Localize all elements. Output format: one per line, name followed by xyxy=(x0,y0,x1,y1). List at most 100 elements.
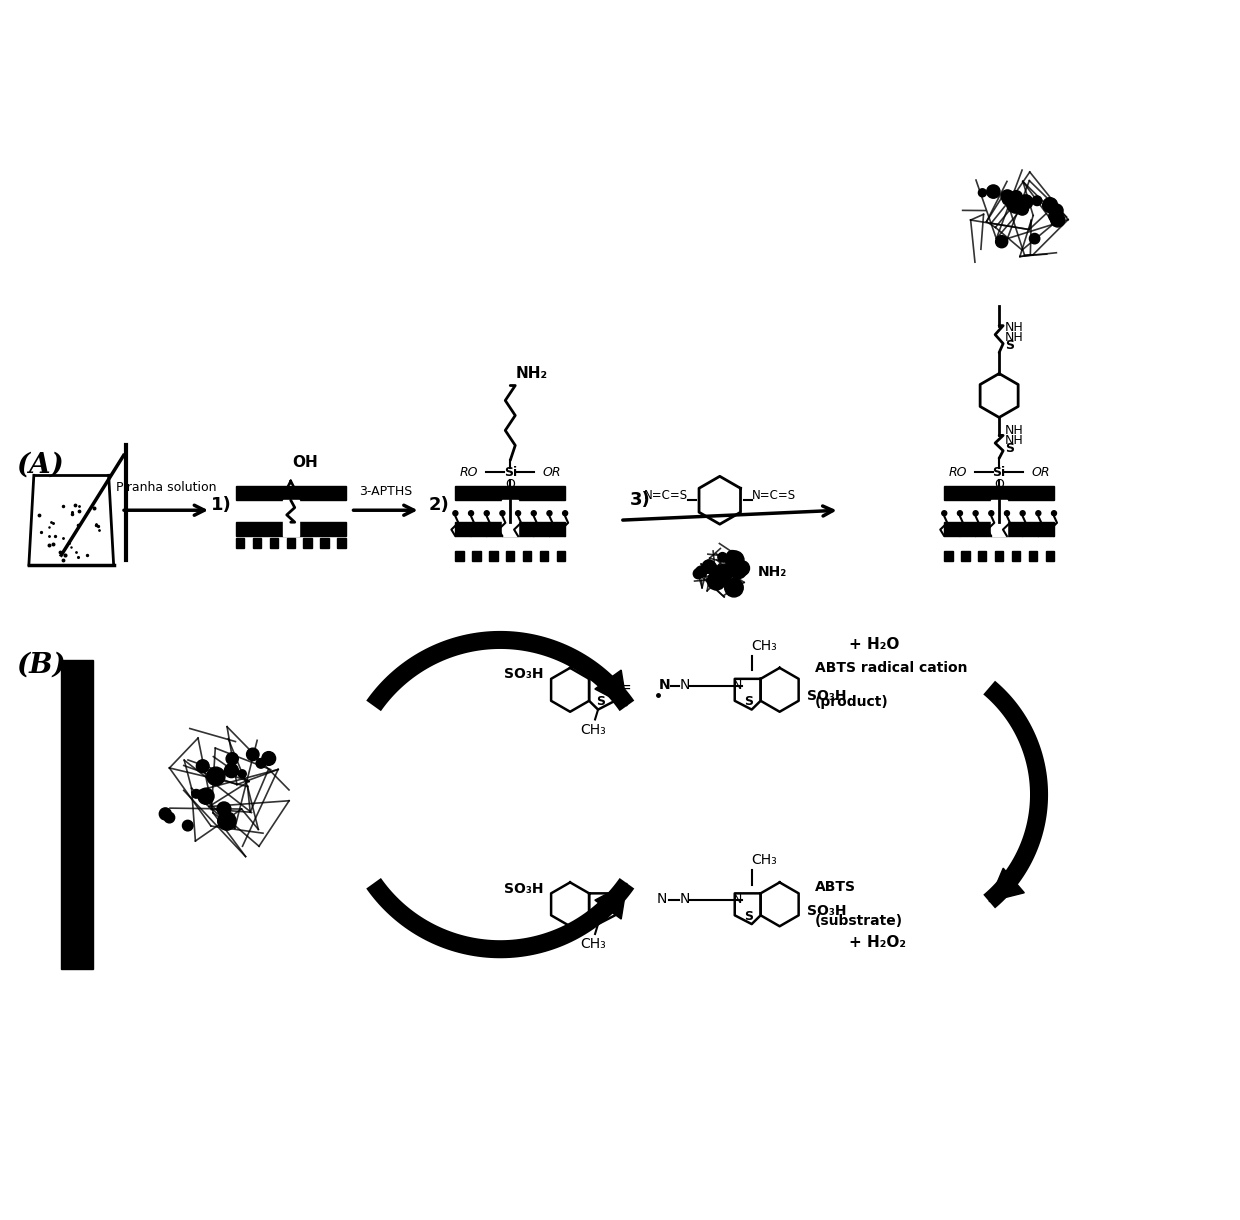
Circle shape xyxy=(718,553,727,561)
Circle shape xyxy=(516,511,521,516)
Text: 2): 2) xyxy=(429,497,449,515)
Bar xyxy=(945,487,1054,500)
Text: N: N xyxy=(680,678,689,692)
Circle shape xyxy=(547,511,552,516)
Bar xyxy=(978,551,987,561)
Polygon shape xyxy=(990,869,1024,902)
Text: O: O xyxy=(506,478,515,490)
Circle shape xyxy=(1049,210,1060,222)
Text: + H₂O: + H₂O xyxy=(849,637,900,653)
Circle shape xyxy=(1003,196,1011,205)
Bar xyxy=(236,538,244,548)
Bar xyxy=(286,538,295,548)
Circle shape xyxy=(987,185,999,198)
Circle shape xyxy=(1019,195,1033,209)
Circle shape xyxy=(1032,196,1042,205)
Circle shape xyxy=(715,564,733,582)
Bar xyxy=(994,551,1003,561)
Bar xyxy=(320,538,329,548)
Circle shape xyxy=(702,560,715,573)
Text: CH₃: CH₃ xyxy=(751,638,777,653)
Text: N: N xyxy=(660,678,671,692)
Circle shape xyxy=(693,569,703,578)
Bar xyxy=(1012,551,1021,561)
Circle shape xyxy=(727,550,738,562)
Text: 3): 3) xyxy=(630,492,651,509)
Polygon shape xyxy=(595,670,627,706)
Text: N=C=S: N=C=S xyxy=(644,489,688,501)
Text: RO: RO xyxy=(949,466,967,478)
Text: NH: NH xyxy=(1006,321,1024,334)
Circle shape xyxy=(1043,198,1058,212)
Text: OH: OH xyxy=(293,455,319,471)
Circle shape xyxy=(182,820,193,831)
Text: OR: OR xyxy=(542,466,560,478)
Circle shape xyxy=(485,511,490,516)
Circle shape xyxy=(724,578,743,597)
Bar xyxy=(523,551,532,561)
Text: SO₃H: SO₃H xyxy=(503,882,543,895)
Circle shape xyxy=(1050,204,1063,217)
Circle shape xyxy=(469,511,474,516)
Circle shape xyxy=(1029,233,1040,244)
Bar xyxy=(945,522,1054,536)
Bar xyxy=(1029,551,1037,561)
Bar xyxy=(283,500,299,536)
Text: SO₃H: SO₃H xyxy=(503,667,543,682)
Text: (substrate): (substrate) xyxy=(815,914,903,928)
Circle shape xyxy=(1050,212,1065,227)
Circle shape xyxy=(262,752,275,765)
Text: N=C=S: N=C=S xyxy=(751,489,796,501)
Circle shape xyxy=(706,562,717,573)
Polygon shape xyxy=(595,883,627,919)
Circle shape xyxy=(715,571,727,583)
Circle shape xyxy=(707,572,725,590)
Circle shape xyxy=(500,511,505,516)
Bar xyxy=(961,551,970,561)
Circle shape xyxy=(729,561,746,578)
Circle shape xyxy=(941,511,947,516)
Circle shape xyxy=(257,759,265,769)
Bar xyxy=(455,551,464,561)
Text: N: N xyxy=(608,893,616,906)
Text: S: S xyxy=(1006,442,1014,455)
Text: NH₂: NH₂ xyxy=(516,366,547,381)
Bar xyxy=(1045,551,1054,561)
Text: NH: NH xyxy=(1006,434,1024,447)
Circle shape xyxy=(226,753,238,765)
Text: CH₃: CH₃ xyxy=(580,937,606,952)
Bar xyxy=(557,551,565,561)
Circle shape xyxy=(224,764,238,777)
Text: NH: NH xyxy=(1006,331,1024,344)
Text: N: N xyxy=(680,892,689,906)
Text: S: S xyxy=(596,910,605,922)
Bar xyxy=(489,551,497,561)
Text: Piranha solution: Piranha solution xyxy=(115,481,216,494)
Text: (A): (A) xyxy=(16,451,64,478)
Bar xyxy=(304,538,311,548)
Bar xyxy=(945,551,952,561)
Bar xyxy=(506,551,515,561)
Text: 1): 1) xyxy=(211,497,232,515)
Circle shape xyxy=(238,770,247,778)
Circle shape xyxy=(1007,194,1025,213)
Bar xyxy=(455,487,565,500)
Text: + H₂O₂: + H₂O₂ xyxy=(849,935,906,949)
Circle shape xyxy=(973,511,978,516)
Text: CH₃: CH₃ xyxy=(751,853,777,867)
Text: SO₃H: SO₃H xyxy=(806,689,846,704)
Circle shape xyxy=(192,789,201,798)
Circle shape xyxy=(453,511,458,516)
Text: ABTS: ABTS xyxy=(815,881,856,894)
Bar xyxy=(236,522,346,536)
Bar xyxy=(472,551,481,561)
Text: =: = xyxy=(619,680,631,694)
Text: SO₃H: SO₃H xyxy=(806,904,846,917)
Circle shape xyxy=(217,802,231,816)
Text: N: N xyxy=(733,678,743,692)
Circle shape xyxy=(159,808,171,820)
Circle shape xyxy=(1011,190,1022,203)
Text: N: N xyxy=(733,893,743,906)
Circle shape xyxy=(696,566,707,577)
Bar xyxy=(236,487,346,500)
